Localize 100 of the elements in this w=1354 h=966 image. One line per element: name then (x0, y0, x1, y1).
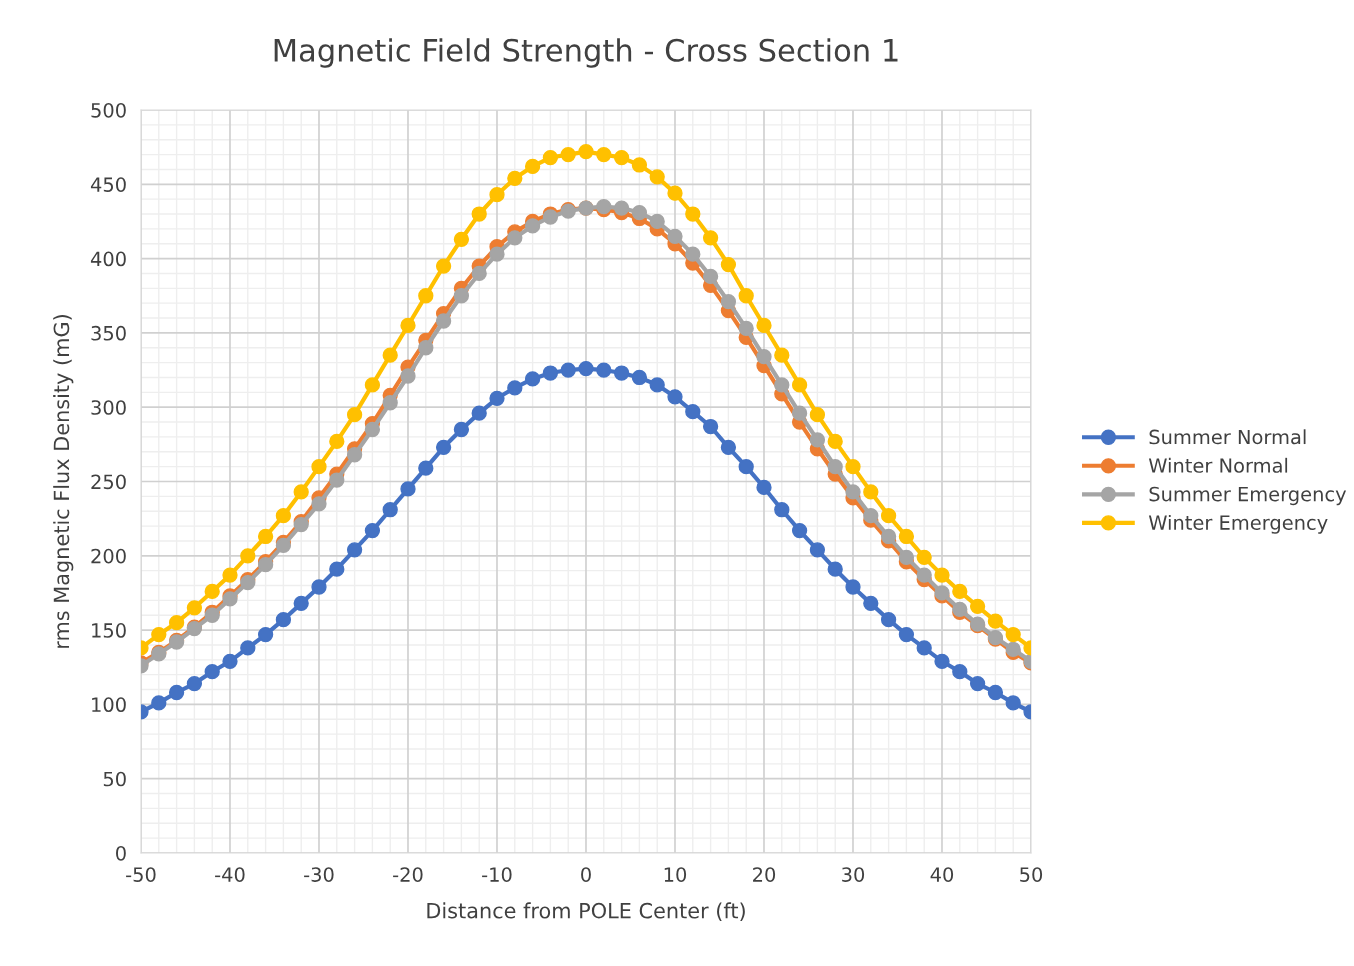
x-tick-label: -10 (482, 867, 512, 882)
point (809, 542, 826, 558)
point (151, 626, 167, 643)
point (1005, 626, 1021, 643)
point (168, 615, 185, 631)
point (293, 595, 309, 611)
point (809, 432, 826, 448)
point (916, 567, 932, 583)
point (453, 288, 470, 304)
y-tick-label: 350 (91, 325, 126, 341)
point (969, 675, 986, 692)
point (524, 371, 541, 387)
point (257, 626, 274, 643)
point (738, 459, 754, 475)
point (631, 369, 648, 386)
point (685, 404, 701, 420)
point (667, 185, 683, 201)
point (596, 146, 612, 163)
point (400, 481, 416, 497)
point (453, 231, 470, 247)
point (275, 508, 292, 524)
point (738, 288, 754, 304)
point (418, 340, 434, 356)
point (560, 146, 576, 163)
point (1005, 695, 1021, 711)
point (898, 528, 915, 545)
point (382, 502, 398, 518)
point (649, 213, 665, 230)
point (649, 169, 665, 185)
point (720, 294, 737, 310)
point (329, 561, 345, 577)
point (382, 347, 398, 363)
x-tick-label: 0 (581, 867, 591, 882)
chart-title: Magnetic Field Strength - Cross Section 1 (274, 38, 898, 68)
point (507, 170, 523, 186)
x-tick-label: 40 (930, 867, 954, 882)
point (578, 360, 594, 377)
point (898, 549, 915, 565)
point (400, 317, 416, 334)
point (667, 389, 683, 405)
point (934, 653, 950, 669)
point (151, 695, 167, 711)
point (774, 502, 790, 518)
point (845, 579, 861, 595)
point (827, 433, 843, 450)
point (827, 459, 843, 475)
point (204, 664, 220, 680)
point (845, 484, 861, 500)
point (364, 421, 381, 438)
point (382, 395, 398, 411)
point (168, 684, 185, 701)
point (311, 459, 327, 475)
point (489, 390, 505, 406)
point (435, 258, 452, 274)
point (934, 567, 950, 583)
point (453, 421, 470, 438)
point (240, 548, 256, 564)
point (863, 508, 879, 524)
legend-label: Winter Emergency (1148, 514, 1328, 534)
point (756, 317, 772, 334)
point (186, 675, 203, 692)
point (222, 653, 238, 669)
point (791, 522, 808, 539)
y-tick-label: 400 (90, 251, 126, 267)
point (471, 405, 487, 421)
point (827, 561, 843, 577)
point (631, 157, 648, 173)
point (845, 459, 861, 475)
point (507, 230, 523, 246)
point (471, 265, 487, 282)
y-tick-label: 200 (91, 548, 126, 564)
point (524, 218, 541, 234)
point (987, 684, 1004, 701)
x-tick-label: 50 (1020, 867, 1043, 882)
point (631, 204, 648, 221)
point (204, 583, 220, 600)
point (542, 149, 559, 166)
point (702, 268, 719, 285)
point (756, 479, 772, 496)
point (613, 200, 630, 216)
point (311, 496, 327, 512)
point (435, 439, 452, 455)
point (542, 365, 559, 381)
point (489, 187, 505, 203)
point (987, 613, 1004, 629)
point (880, 528, 897, 545)
legend-label: Summer Normal (1149, 429, 1306, 445)
point (186, 600, 203, 616)
y-tick-label: 300 (91, 400, 126, 415)
point (952, 583, 968, 600)
point (560, 362, 576, 378)
point (916, 640, 932, 656)
point (346, 542, 363, 558)
point (738, 320, 754, 337)
point (596, 362, 612, 378)
point (649, 377, 665, 393)
point (720, 256, 737, 273)
y-tick-label: 50 (103, 771, 126, 787)
point (418, 460, 434, 476)
point (969, 598, 986, 614)
